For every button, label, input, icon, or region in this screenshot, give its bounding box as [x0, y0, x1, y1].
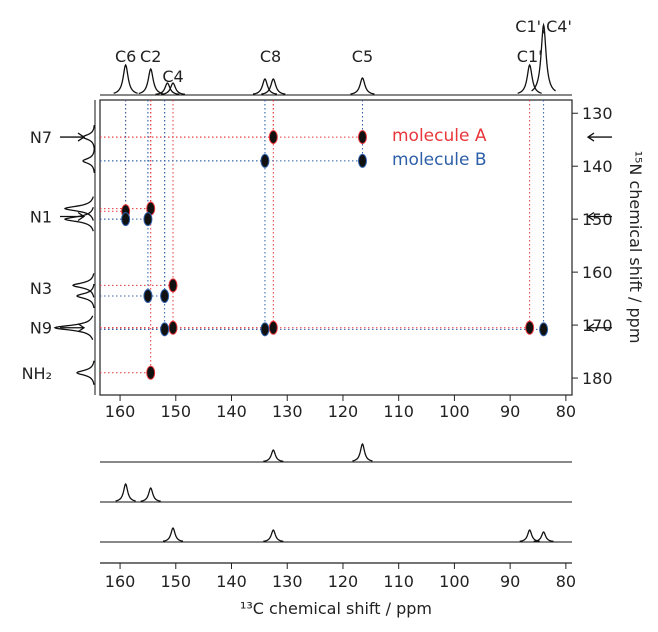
projection-peak	[63, 196, 94, 221]
x-tick-label: 120	[328, 572, 359, 591]
arrow	[586, 211, 612, 222]
cross-peak	[160, 322, 170, 337]
arrow	[586, 132, 612, 142]
projection-peak	[53, 315, 94, 340]
projection-peak	[252, 78, 278, 95]
projection-peak	[72, 273, 95, 298]
y-tick-label: 180	[582, 369, 613, 388]
x-tick-label: 90	[500, 402, 520, 421]
peak-label: NH₂	[22, 364, 52, 383]
cross-peak	[143, 212, 153, 227]
trace-peak	[263, 449, 284, 462]
x-tick-label: 150	[161, 572, 192, 591]
peak-label: C1'	[517, 47, 543, 66]
cross-peak	[168, 278, 178, 293]
trace-peak	[352, 443, 373, 462]
peak-label: C8	[260, 47, 281, 66]
projection-peak	[76, 283, 95, 309]
x-tick-label: 110	[383, 572, 414, 591]
trace-peak	[140, 487, 161, 502]
x-axis-label: ¹³C chemical shift / ppm	[240, 599, 432, 618]
legend-entry: molecule A	[392, 126, 487, 146]
cross-peak	[539, 322, 549, 337]
x-tick-label: 160	[105, 572, 136, 591]
peak-label: N7	[30, 128, 52, 147]
trace-peak	[162, 527, 184, 542]
projection-peak	[531, 22, 556, 92]
x-tick-label: 140	[216, 572, 247, 591]
arrow	[586, 323, 612, 333]
projection-peak	[63, 206, 94, 232]
cross-peak	[357, 130, 367, 145]
peak-label: N3	[30, 279, 52, 298]
x-tick-label: 130	[272, 572, 303, 591]
arrow	[60, 323, 86, 333]
projection-peak	[261, 78, 286, 95]
cross-peak	[160, 288, 170, 303]
peak-label: N9	[30, 319, 52, 338]
cross-peak	[268, 320, 278, 335]
y-tick-label: 130	[582, 104, 613, 123]
x-tick-label: 150	[161, 402, 192, 421]
cross-peak	[268, 130, 278, 145]
x-tick-label: 100	[439, 402, 470, 421]
projection-peak	[155, 82, 180, 95]
peak-label: N1	[30, 208, 52, 227]
cross-peak	[260, 322, 270, 337]
y-tick-label: 160	[582, 263, 613, 282]
peak-label: C5	[352, 47, 373, 66]
x-tick-label: 110	[383, 402, 414, 421]
projection-peak	[76, 360, 95, 385]
arrow	[60, 211, 86, 222]
y-axis-label: ¹⁵N chemical shift / ppm	[626, 151, 645, 344]
peak-label: C2	[140, 47, 161, 66]
cross-peak	[146, 365, 156, 380]
y-tick-label: 140	[582, 157, 613, 176]
cross-peak	[357, 153, 367, 168]
arrow	[60, 132, 86, 142]
x-tick-label: 120	[328, 402, 359, 421]
x-tick-label: 100	[439, 572, 470, 591]
cross-peak	[260, 153, 270, 168]
x-tick-label: 90	[500, 572, 520, 591]
cross-peak	[143, 288, 153, 303]
projection-peak	[160, 82, 186, 95]
cross-peak	[168, 320, 178, 335]
y-tick-label: 170	[582, 316, 613, 335]
trace-peak	[263, 529, 284, 542]
projection-peak	[82, 148, 95, 173]
legend-entry: molecule B	[392, 150, 487, 170]
trace-peak	[519, 529, 540, 542]
x-tick-label: 140	[216, 402, 247, 421]
peak-label: C6	[115, 47, 136, 66]
trace-peak	[533, 531, 554, 543]
cross-peak	[121, 212, 131, 227]
trace-peak	[115, 483, 136, 502]
projection-peak	[113, 63, 138, 94]
projection-peak	[517, 63, 542, 94]
projection-peak	[350, 77, 375, 95]
peak-label: C1',C4'	[515, 17, 572, 36]
y-tick-label: 150	[582, 210, 613, 229]
peak-label: C4	[162, 67, 183, 86]
x-tick-label: 160	[105, 402, 136, 421]
projection-peak	[138, 67, 163, 95]
x-tick-label: 80	[556, 572, 576, 591]
cross-peak	[525, 320, 535, 335]
x-tick-label: 130	[272, 402, 303, 421]
plot-frame	[99, 99, 573, 396]
x-tick-label: 80	[556, 402, 576, 421]
